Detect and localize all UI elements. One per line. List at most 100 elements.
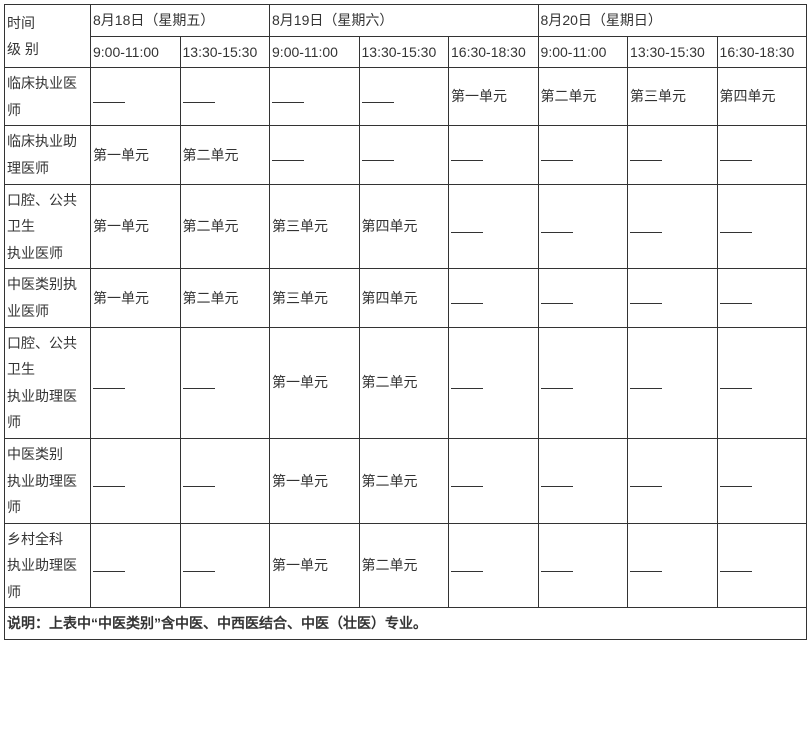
note-row: 说明：上表中“中医类别”含中医、中西医结合、中医（壮医）专业。 — [5, 608, 807, 639]
slot-2-1: 13:30-15:30 — [628, 36, 718, 68]
dash-icon — [720, 486, 752, 487]
dash-icon — [630, 303, 662, 304]
cell — [717, 438, 807, 523]
cell: 第一单元 — [270, 438, 360, 523]
dash-icon — [630, 486, 662, 487]
cell: 第一单元 — [270, 523, 360, 608]
cell — [449, 184, 539, 269]
dash-icon — [541, 232, 573, 233]
cell: 第二单元 — [359, 438, 449, 523]
cell — [449, 438, 539, 523]
dash-icon — [630, 388, 662, 389]
cell — [449, 523, 539, 608]
cell — [449, 269, 539, 327]
row-label: 临床执业医师 — [5, 68, 91, 126]
day-header-1: 8月19日（星期六） — [270, 5, 539, 37]
cell — [628, 523, 718, 608]
dash-icon — [183, 388, 215, 389]
dash-icon — [183, 571, 215, 572]
cell — [538, 327, 628, 438]
cell — [91, 438, 181, 523]
dash-icon — [451, 486, 483, 487]
cell: 第二单元 — [180, 269, 270, 327]
dash-icon — [720, 303, 752, 304]
dash-icon — [451, 571, 483, 572]
cell — [449, 327, 539, 438]
cell — [449, 126, 539, 184]
cell: 第二单元 — [180, 126, 270, 184]
dash-icon — [541, 303, 573, 304]
table-body: 时间 级 别 8月18日（星期五） 8月19日（星期六） 8月20日（星期日） … — [5, 5, 807, 640]
table-row: 中医类别执业医师第一单元第二单元第三单元第四单元 — [5, 269, 807, 327]
cell — [628, 269, 718, 327]
table-row: 乡村全科执业助理医师 第一单元第二单元 — [5, 523, 807, 608]
row-label: 临床执业助理医师 — [5, 126, 91, 184]
cell — [538, 126, 628, 184]
dash-icon — [451, 160, 483, 161]
slot-2-2: 16:30-18:30 — [717, 36, 807, 68]
table-row: 口腔、公共卫生执业助理医师第一单元第二单元 — [5, 327, 807, 438]
cell — [628, 126, 718, 184]
cell: 第二单元 — [359, 327, 449, 438]
slot-1-1: 13:30-15:30 — [359, 36, 449, 68]
cell: 第四单元 — [359, 269, 449, 327]
dash-icon — [93, 388, 125, 389]
slot-2-0: 9:00-11:00 — [538, 36, 628, 68]
cell — [91, 327, 181, 438]
corner-line1: 时间 — [7, 10, 88, 37]
dash-icon — [630, 160, 662, 161]
cell — [91, 523, 181, 608]
cell — [628, 184, 718, 269]
cell — [717, 269, 807, 327]
dash-icon — [541, 571, 573, 572]
dash-icon — [720, 388, 752, 389]
dash-icon — [630, 571, 662, 572]
cell — [717, 327, 807, 438]
dash-icon — [720, 160, 752, 161]
dash-icon — [272, 160, 304, 161]
schedule-table: 时间 级 别 8月18日（星期五） 8月19日（星期六） 8月20日（星期日） … — [4, 4, 807, 640]
cell — [270, 126, 360, 184]
cell: 第一单元 — [270, 327, 360, 438]
slot-1-0: 9:00-11:00 — [270, 36, 360, 68]
cell — [717, 184, 807, 269]
dash-icon — [541, 486, 573, 487]
dash-icon — [362, 102, 394, 103]
cell: 第二单元 — [180, 184, 270, 269]
cell: 第四单元 — [717, 68, 807, 126]
dash-icon — [630, 232, 662, 233]
cell — [717, 523, 807, 608]
header-row-2: 9:00-11:00 13:30-15:30 9:00-11:00 13:30-… — [5, 36, 807, 68]
corner-line2: 级 别 — [7, 36, 39, 63]
cell — [359, 68, 449, 126]
cell: 第四单元 — [359, 184, 449, 269]
slot-1-2: 16:30-18:30 — [449, 36, 539, 68]
cell — [717, 126, 807, 184]
dash-icon — [362, 160, 394, 161]
dash-icon — [451, 388, 483, 389]
row-label: 口腔、公共卫生执业医师 — [5, 184, 91, 269]
row-label: 中医类别执业医师 — [5, 269, 91, 327]
dash-icon — [541, 388, 573, 389]
cell — [180, 68, 270, 126]
dash-icon — [93, 102, 125, 103]
dash-icon — [541, 160, 573, 161]
cell — [628, 327, 718, 438]
slot-0-0: 9:00-11:00 — [91, 36, 181, 68]
cell — [270, 68, 360, 126]
day-header-2: 8月20日（星期日） — [538, 5, 807, 37]
cell: 第一单元 — [91, 269, 181, 327]
cell: 第三单元 — [270, 269, 360, 327]
row-label: 乡村全科执业助理医师 — [5, 523, 91, 608]
table-row: 临床执业助理医师第一单元第二单元 — [5, 126, 807, 184]
cell — [180, 438, 270, 523]
corner-header: 时间 级 别 — [5, 5, 91, 68]
cell — [538, 184, 628, 269]
dash-icon — [451, 232, 483, 233]
cell: 第一单元 — [449, 68, 539, 126]
slot-0-1: 13:30-15:30 — [180, 36, 270, 68]
header-row-1: 时间 级 别 8月18日（星期五） 8月19日（星期六） 8月20日（星期日） — [5, 5, 807, 37]
cell: 第二单元 — [359, 523, 449, 608]
cell — [628, 438, 718, 523]
dash-icon — [720, 232, 752, 233]
